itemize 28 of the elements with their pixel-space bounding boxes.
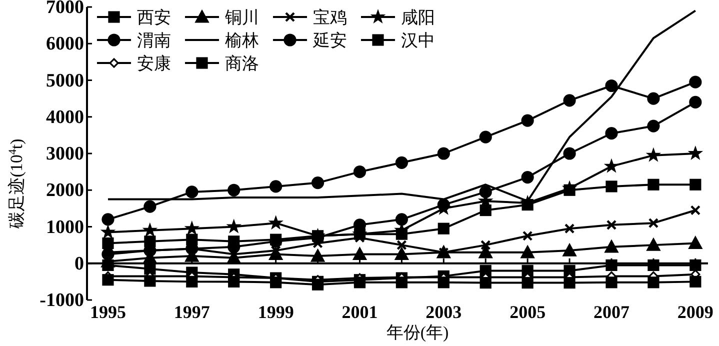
x-tick-label: 2001 [342, 302, 378, 322]
x-tick-label: 2005 [510, 302, 546, 322]
legend-label: 延安 [312, 31, 347, 50]
y-tick-label: -1000 [40, 290, 84, 311]
y-tick-label: 2000 [46, 180, 84, 202]
legend-label: 西安 [137, 8, 171, 27]
legend-label: 榆林 [225, 31, 259, 50]
y-tick-label: 1000 [46, 216, 84, 238]
x-axis-title: 年份(年) [386, 323, 449, 342]
x-tick-label: 1995 [90, 302, 126, 322]
legend-label: 安康 [137, 54, 171, 73]
x-tick-label: 2009 [677, 302, 714, 322]
legend-label: 咸阳 [401, 8, 435, 27]
legend-label: 汉中 [401, 31, 435, 50]
x-tick-label: 1997 [174, 302, 210, 322]
legend-label: 渭南 [137, 31, 171, 50]
y-tick-label: 7000 [46, 0, 84, 18]
x-tick-label: 2007 [593, 302, 630, 322]
legend-label: 宝鸡 [313, 8, 347, 27]
x-tick-label: 1999 [258, 302, 294, 322]
y-tick-label: 0 [74, 253, 84, 274]
legend-label: 铜川 [224, 8, 259, 27]
y-tick-label: 5000 [46, 70, 84, 92]
y-tick-label: 6000 [46, 34, 84, 55]
y-tick-label: 4000 [46, 106, 84, 128]
x-tick-label: 2003 [426, 302, 462, 322]
y-tick-label: 3000 [46, 144, 84, 164]
legend-label: 商洛 [225, 54, 259, 73]
